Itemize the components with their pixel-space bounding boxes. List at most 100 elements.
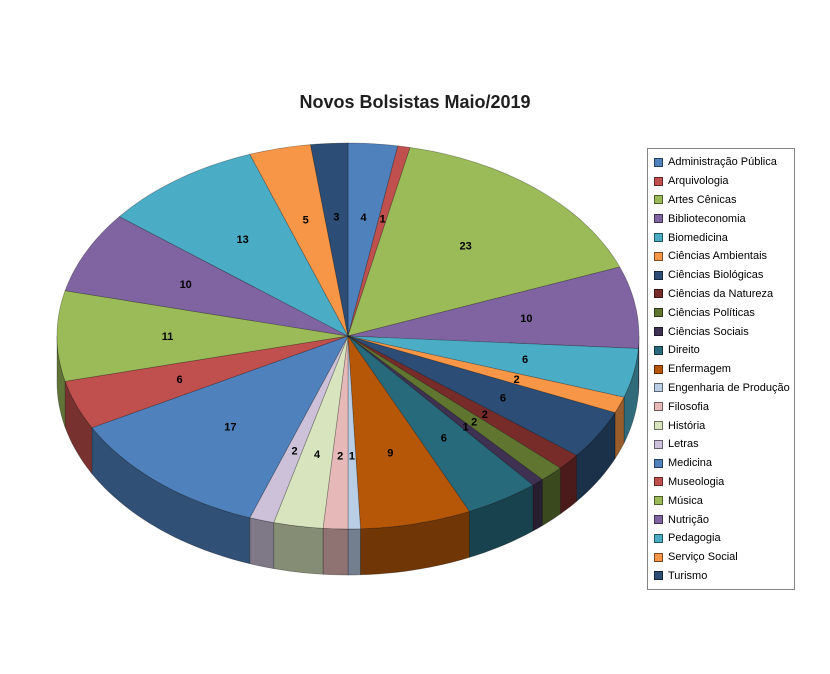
legend-label: Ciências Políticas bbox=[668, 306, 755, 319]
legend-swatch bbox=[654, 477, 663, 487]
legend-swatch bbox=[654, 345, 663, 355]
pie-slice bbox=[347, 334, 470, 530]
legend-item: Música bbox=[648, 491, 794, 510]
legend-item: Turismo bbox=[648, 567, 794, 586]
legend-label: Medicina bbox=[668, 457, 713, 470]
legend-swatch bbox=[654, 327, 663, 337]
slice-value-label: 13 bbox=[236, 234, 248, 246]
slice-value-label: 10 bbox=[520, 313, 532, 325]
legend-swatch bbox=[654, 157, 663, 167]
legend-swatch bbox=[654, 214, 663, 224]
pie-slice bbox=[310, 142, 349, 337]
slice-value-label: 3 bbox=[333, 212, 339, 224]
slice-value-label: 2 bbox=[471, 417, 477, 429]
slice-value-label: 9 bbox=[387, 447, 393, 459]
slice-value-label: 2 bbox=[337, 451, 343, 463]
legend-item: História bbox=[648, 416, 794, 435]
legend-label: Museologia bbox=[668, 475, 725, 488]
legend-label: Nutrição bbox=[668, 513, 709, 526]
pie-slice bbox=[347, 147, 621, 337]
legend-item: Letras bbox=[648, 435, 794, 454]
legend-item: Nutrição bbox=[648, 510, 794, 529]
legend-swatch bbox=[654, 176, 663, 186]
pie-slice bbox=[91, 335, 349, 519]
legend-swatch bbox=[654, 439, 663, 449]
pie-slice bbox=[249, 144, 349, 337]
pie-slice bbox=[118, 153, 349, 337]
legend-item: Ciências Sociais bbox=[648, 322, 794, 341]
pie-slice bbox=[64, 216, 349, 337]
legend-item: Ciências Biológicas bbox=[648, 266, 794, 285]
legend-label: História bbox=[668, 419, 706, 432]
legend-label: Pedagogia bbox=[668, 532, 721, 545]
slice-value-label: 6 bbox=[176, 374, 182, 386]
legend-item: Serviço Social bbox=[648, 548, 794, 567]
legend-item: Biomedicina bbox=[648, 228, 794, 247]
slice-value-label: 1 bbox=[463, 422, 469, 434]
slice-value-label: 1 bbox=[349, 451, 355, 463]
legend-label: Turismo bbox=[668, 569, 708, 582]
legend-item: Pedagogia bbox=[648, 529, 794, 548]
pie-slice bbox=[322, 527, 349, 576]
slice-value-label: 17 bbox=[224, 422, 236, 434]
legend-label: Filosofia bbox=[668, 400, 709, 413]
pie-slice bbox=[347, 266, 640, 349]
legend-label: Ciências Ambientais bbox=[668, 250, 768, 263]
slice-value-label: 23 bbox=[459, 240, 471, 252]
legend-label: Música bbox=[668, 494, 703, 507]
pie-slice bbox=[532, 478, 543, 532]
pie-slice bbox=[347, 335, 616, 456]
pie-slice bbox=[347, 528, 361, 576]
legend-swatch bbox=[654, 233, 663, 243]
legend-swatch bbox=[654, 552, 663, 562]
legend-swatch bbox=[654, 289, 663, 299]
pie-slice bbox=[347, 335, 578, 469]
legend-swatch bbox=[654, 421, 663, 431]
legend-item: Enfermagem bbox=[648, 360, 794, 379]
legend-item: Direito bbox=[648, 341, 794, 360]
pie-slice bbox=[273, 522, 324, 575]
pie-slice bbox=[347, 335, 534, 512]
slice-value-label: 10 bbox=[180, 279, 192, 291]
legend-item: Filosofia bbox=[648, 397, 794, 416]
legend-label: Serviço Social bbox=[668, 551, 738, 564]
legend-swatch bbox=[654, 533, 663, 543]
legend-label: Direito bbox=[668, 344, 700, 357]
legend-item: Ciências da Natureza bbox=[648, 285, 794, 304]
legend-swatch bbox=[654, 515, 663, 525]
legend-item: Medicina bbox=[648, 454, 794, 473]
legend-label: Biblioteconomia bbox=[668, 212, 746, 225]
legend-item: Museologia bbox=[648, 473, 794, 492]
pie-slice bbox=[347, 335, 625, 414]
slice-value-label: 4 bbox=[314, 449, 321, 461]
pie-slice bbox=[347, 335, 639, 398]
legend-swatch bbox=[654, 571, 663, 581]
slice-value-label: 11 bbox=[162, 331, 174, 343]
legend-label: Enfermagem bbox=[668, 363, 731, 376]
legend-label: Administração Pública bbox=[668, 156, 777, 169]
legend: Administração Pública Arquivologia Artes C… bbox=[647, 148, 795, 591]
slice-value-label: 6 bbox=[441, 432, 447, 444]
slice-value-label: 4 bbox=[360, 212, 367, 224]
legend-label: Letras bbox=[668, 438, 699, 451]
legend-swatch bbox=[654, 496, 663, 506]
pie-slice bbox=[249, 517, 275, 570]
legend-item: Biblioteconomia bbox=[648, 209, 794, 228]
legend-item: Ciências Políticas bbox=[648, 303, 794, 322]
slice-value-label: 5 bbox=[303, 215, 309, 227]
slice-value-label: 2 bbox=[482, 409, 488, 421]
legend-item: Administração Pública bbox=[648, 153, 794, 172]
pie-slice bbox=[347, 145, 411, 337]
legend-item: Ciências Ambientais bbox=[648, 247, 794, 266]
legend-swatch bbox=[654, 308, 663, 318]
legend-label: Arquivologia bbox=[668, 175, 729, 188]
legend-label: Ciências Biológicas bbox=[668, 269, 764, 282]
slice-value-label: 2 bbox=[291, 445, 297, 457]
legend-swatch bbox=[654, 195, 663, 205]
legend-swatch bbox=[654, 251, 663, 261]
legend-label: Artes Cênicas bbox=[668, 193, 737, 206]
pie-slice bbox=[64, 335, 349, 429]
legend-label: Ciências da Natureza bbox=[668, 287, 774, 300]
pie-slice bbox=[347, 142, 399, 337]
